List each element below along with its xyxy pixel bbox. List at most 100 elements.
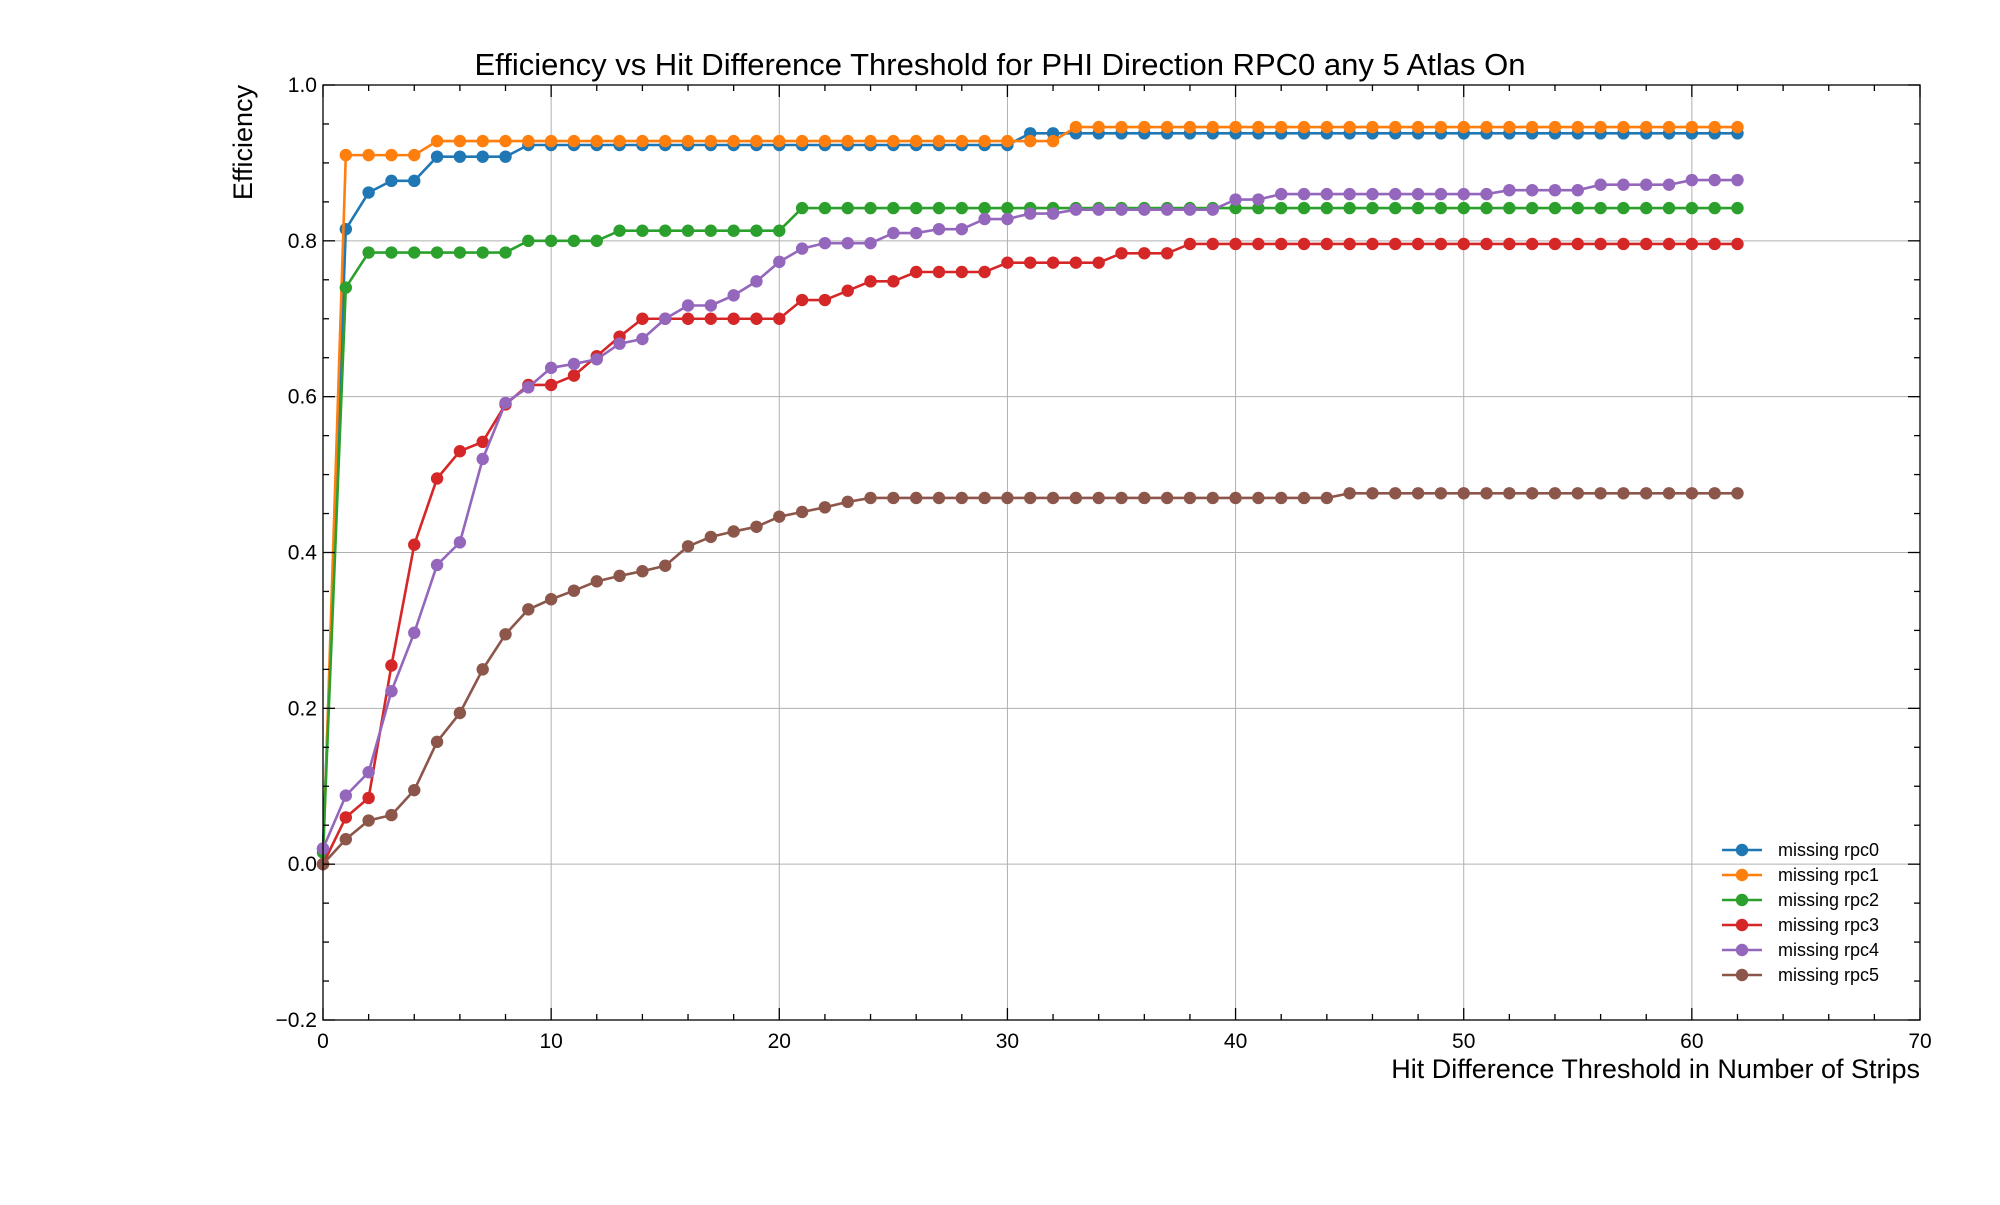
data-point [750,520,763,533]
data-point [1389,237,1402,251]
series-group [316,120,1744,871]
x-tick-label: 20 [768,1030,791,1053]
data-point [339,833,353,846]
legend-label: missing rpc3 [1778,915,1879,935]
data-point [1457,120,1470,134]
data-point [727,289,740,302]
data-point [659,224,672,237]
data-point [1525,183,1539,197]
data-point [1685,173,1699,187]
data-point [1343,237,1356,251]
data-point [1046,134,1060,148]
data-point [476,435,489,449]
series-line [321,206,1738,853]
data-point [1092,120,1105,134]
data-point [522,134,535,148]
data-point [1229,193,1242,206]
data-point [339,811,353,824]
series-line [321,242,1738,865]
data-point [887,226,900,240]
data-point [841,236,854,250]
data-point [909,226,923,240]
data-point [1297,237,1311,251]
data-point [932,265,946,279]
x-tick-label: 10 [539,1030,562,1053]
data-point [453,706,467,720]
data-point [1708,201,1721,215]
data-point [1662,201,1676,215]
data-point [1275,237,1288,251]
data-point [818,134,832,148]
legend-item: missing rpc4 [1722,940,1879,960]
data-point [499,150,512,163]
data-point [1617,487,1630,500]
series-missing-rpc2 [316,201,1744,859]
legend-item: missing rpc3 [1722,915,1879,935]
data-point [476,246,489,259]
data-point [408,626,421,639]
data-point [1183,203,1197,216]
legend-swatch-marker [1735,918,1749,932]
data-point [1069,203,1083,216]
data-point [476,663,489,676]
data-point [1115,247,1128,260]
legend: missing rpc0 missing rpc1 missing rpc2 miss… [1722,840,1879,985]
data-point [1366,120,1379,134]
data-point [1708,487,1721,500]
data-point [636,312,649,325]
data-point [567,134,581,148]
data-point [430,735,444,749]
data-point [1138,203,1151,216]
data-point [841,201,854,215]
legend-label: missing rpc0 [1778,840,1879,860]
data-point [1001,201,1014,215]
data-point [476,150,489,163]
data-point [1160,491,1174,505]
data-point [1229,201,1242,215]
data-point [1115,120,1128,134]
data-point [932,134,946,148]
data-point [795,505,809,519]
data-point [613,134,626,148]
data-point [1662,120,1676,134]
data-point [1069,256,1083,269]
data-point [590,234,603,248]
data-point [1229,120,1242,134]
data-point [681,134,695,148]
data-point [1662,237,1676,251]
data-point [453,536,467,549]
data-point [1206,203,1219,216]
data-point [1297,120,1311,134]
data-point [1503,201,1516,215]
data-point [408,538,421,551]
data-point [544,134,558,148]
data-point [1138,247,1151,260]
data-point [1548,120,1562,134]
data-point [750,224,763,237]
data-point [385,684,398,698]
data-point [1366,487,1379,500]
data-point [453,445,467,458]
data-point [590,134,603,148]
data-point [430,472,444,485]
data-point [1320,187,1334,201]
data-point [1024,207,1037,220]
data-point [613,224,626,237]
data-point [1594,237,1607,251]
data-point [1297,491,1311,505]
data-point [1640,178,1653,191]
data-point [750,275,763,288]
data-point [978,265,991,279]
data-point [727,224,740,237]
data-point [1457,201,1470,215]
data-point [818,293,832,307]
data-point [1138,491,1151,505]
data-point [727,134,740,148]
data-point [681,312,695,325]
legend-label: missing rpc1 [1778,865,1879,885]
data-point [590,575,603,588]
data-point [1617,201,1630,215]
data-point [1183,237,1197,251]
data-point [1252,193,1265,206]
